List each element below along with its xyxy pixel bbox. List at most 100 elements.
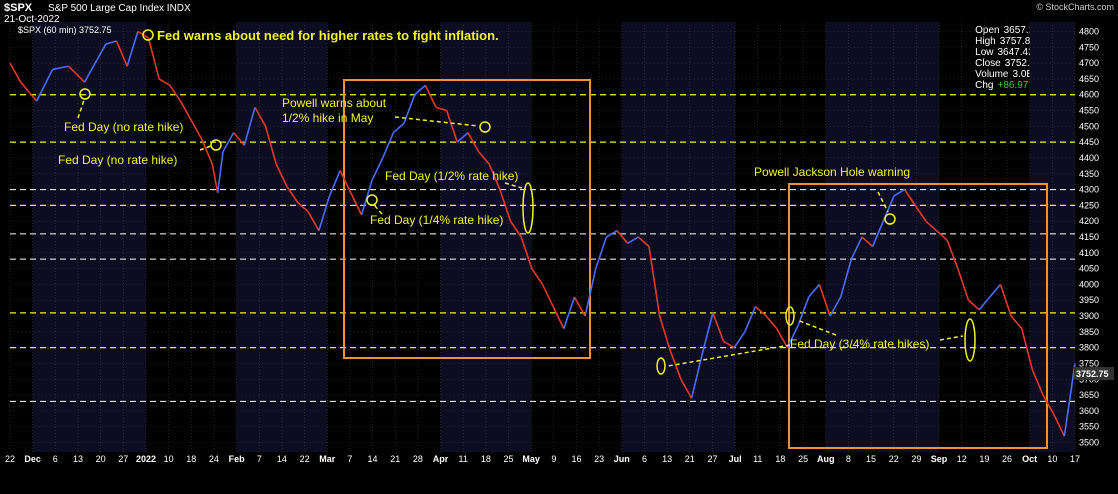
x-tick-label: 22 [300, 454, 310, 464]
fed-day-july-marker [785, 306, 795, 326]
price-segment [445, 110, 459, 143]
high-value: 3757.89 [999, 36, 1036, 47]
y-tick-label: 4350 [1079, 169, 1099, 179]
price-segment [9, 62, 22, 83]
x-tick-label: Jun [614, 454, 630, 464]
powell-jackson-marker [884, 213, 896, 225]
price-segment [1010, 315, 1023, 330]
x-tick-label: 6 [642, 454, 647, 464]
price-segment [216, 151, 224, 193]
price-segment [1052, 413, 1066, 437]
x-tick-label: 21 [685, 454, 695, 464]
x-tick-label: Sep [931, 454, 948, 464]
y-tick-label: 4450 [1079, 137, 1099, 147]
price-segment [509, 220, 522, 238]
price-segment [701, 312, 714, 355]
y-tick-label: 3650 [1079, 390, 1099, 400]
fed-day-arrow-1 [77, 99, 85, 119]
price-segment [978, 296, 991, 311]
x-tick-label: 14 [277, 454, 287, 464]
horizontal-levels [10, 94, 1075, 402]
x-tick-label: Dec [24, 454, 41, 464]
price-segment [818, 284, 831, 317]
y-tick-label: 3600 [1079, 406, 1099, 416]
fed-day-quarter-arrow [374, 205, 383, 215]
price-segment [839, 258, 853, 298]
price-segment [467, 132, 480, 153]
price-segment [594, 236, 608, 269]
price-segment [350, 192, 363, 216]
price-segment [243, 107, 256, 146]
fed-day-arrow-2 [199, 145, 212, 151]
x-tick-label: 16 [571, 454, 581, 464]
last-price-tag-bg [1074, 367, 1114, 380]
price-segment [680, 378, 693, 399]
x-tick-label: 25 [504, 454, 514, 464]
y-tick-label: 4050 [1079, 264, 1099, 274]
price-segment [584, 268, 597, 317]
price-segment [989, 283, 1002, 298]
month-band [32, 22, 146, 452]
price-segment [1042, 394, 1055, 415]
price-segment [169, 84, 182, 102]
legend-label: $SPX (60 min) 3752.75 [18, 25, 112, 35]
volume-value: 3.0B [1012, 69, 1034, 80]
price-segment [200, 138, 214, 165]
powell-jackson-arrow [877, 191, 889, 213]
fed-day-sept-marker [964, 318, 976, 362]
y-tick-label: 4100 [1079, 248, 1099, 258]
price-segment [690, 353, 704, 399]
price-segment [477, 151, 490, 165]
price-segment [94, 43, 107, 64]
y-tick-label: 3900 [1079, 311, 1099, 321]
price-segment [488, 163, 501, 190]
price-segment [541, 284, 554, 307]
y-tick-label: 3800 [1079, 343, 1099, 353]
price-segment [211, 164, 219, 193]
price-segment [264, 126, 278, 165]
x-tick-label: 19 [979, 454, 989, 464]
price-segment [233, 132, 245, 146]
price-segment [68, 65, 86, 83]
price-segment [20, 81, 38, 102]
low-value: 3647.42 [997, 47, 1034, 58]
annotation-fed-day-three-quarter: Fed Day (3/4% rate hikes) [790, 337, 929, 351]
price-segment [723, 340, 735, 349]
annotation-fed-warns: Fed warns about need for higher rates to… [157, 28, 499, 43]
annotation-powell-jackson: Powell Jackson Hole warning [754, 165, 910, 179]
fed-day-three-quarter-arrow-3 [939, 335, 964, 341]
price-segment [105, 40, 117, 45]
month-band [440, 22, 532, 452]
price-segment [765, 315, 778, 330]
price-segment [83, 62, 96, 83]
price-segment [712, 312, 725, 342]
fed-day-june-marker [656, 357, 666, 375]
highlight-box-spring [343, 79, 591, 359]
price-segment [1031, 369, 1044, 396]
chart-date: 21-Oct-2022 [4, 14, 60, 25]
y-tick-label: 4250 [1079, 200, 1099, 210]
open-label: Open [975, 25, 1000, 36]
volume-label: Volume [975, 69, 1009, 80]
annotation-fed-day-half: Fed Day (1/2% rate hike) [385, 169, 518, 183]
x-axis: 22 Dec 6 13 20 27 2022 10 18 24 Feb 7 14 22 Mar 7 14 21 28… [5, 454, 1080, 464]
x-tick-label: 18 [775, 454, 785, 464]
price-segment [1063, 363, 1076, 437]
x-tick-label: 11 [459, 454, 468, 464]
price-segment [829, 296, 842, 317]
open-value: 3657.10 [1003, 25, 1040, 36]
price-segment [786, 325, 799, 349]
y-tick-label: 4750 [1079, 42, 1099, 52]
fed-day-half-marker [522, 182, 534, 234]
annotation-line: 1/2% hike in May [282, 111, 373, 125]
x-tick-label: 25 [798, 454, 808, 464]
y-tick-label: 3500 [1079, 438, 1099, 448]
price-segment [808, 283, 821, 298]
price-segment [147, 37, 160, 80]
price-segment [563, 296, 576, 329]
x-tick-label: May [522, 454, 540, 464]
x-tick-label: 7 [347, 454, 352, 464]
x-tick-label: 20 [96, 454, 106, 464]
highlight-box-summer [788, 183, 1048, 449]
